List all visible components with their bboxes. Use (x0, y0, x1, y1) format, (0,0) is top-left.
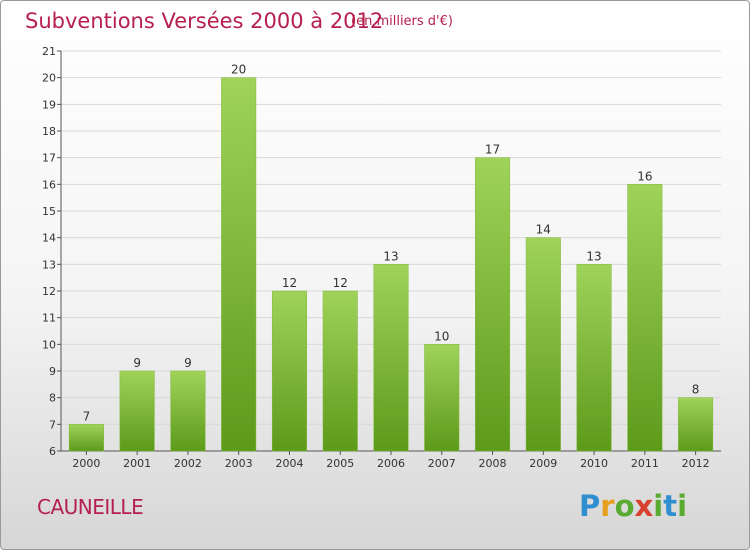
proxiti-logo: Proxiti (579, 489, 687, 523)
data-label: 20 (231, 63, 246, 77)
data-label: 8 (692, 383, 700, 397)
data-label: 10 (434, 329, 449, 343)
bar (322, 290, 358, 452)
x-tick-label: 2006 (377, 457, 405, 470)
bar (576, 264, 612, 452)
y-tick-label: 14 (42, 232, 56, 245)
y-tick-label: 16 (42, 178, 56, 191)
bar (170, 370, 206, 452)
y-tick-label: 6 (49, 445, 56, 458)
y-tick-label: 18 (42, 125, 56, 138)
chart-subtitle: (en milliers d'€) (351, 14, 453, 29)
y-tick-label: 13 (42, 258, 56, 271)
data-label: 13 (586, 249, 601, 263)
bar (68, 424, 104, 452)
data-label: 7 (83, 409, 91, 423)
y-tick-label: 11 (42, 312, 56, 325)
data-label: 14 (536, 223, 551, 237)
y-tick-label: 9 (49, 365, 56, 378)
x-tick-label: 2003 (225, 457, 253, 470)
logo-letter: t (663, 489, 678, 523)
logo-letter: i (677, 489, 688, 523)
y-tick-label: 7 (49, 418, 56, 431)
logo-letter: r (600, 489, 615, 523)
x-tick-label: 2009 (529, 457, 557, 470)
bar (525, 237, 561, 452)
chart-title: Subventions Versées 2000 à 2012 (25, 9, 384, 33)
logo-letter: i (653, 489, 664, 523)
y-tick-label: 21 (42, 45, 56, 58)
x-tick-label: 2002 (174, 457, 202, 470)
data-label: 17 (485, 143, 500, 157)
y-tick-label: 15 (42, 205, 56, 218)
bar (373, 264, 409, 452)
bar (475, 157, 511, 452)
x-tick-label: 2008 (479, 457, 507, 470)
bar (627, 184, 663, 452)
y-tick-label: 19 (42, 98, 56, 111)
x-tick-label: 2007 (428, 457, 456, 470)
bar (271, 290, 307, 452)
y-tick-label: 17 (42, 152, 56, 165)
logo-letter: o (614, 489, 635, 523)
bar (221, 77, 257, 452)
x-tick-label: 2011 (631, 457, 659, 470)
x-tick-label: 2005 (326, 457, 354, 470)
data-label: 12 (333, 276, 348, 290)
y-tick-label: 10 (42, 338, 56, 351)
data-label: 16 (637, 169, 652, 183)
data-label: 12 (282, 276, 297, 290)
bar (678, 397, 714, 452)
data-label: 13 (383, 249, 398, 263)
x-tick-label: 2001 (123, 457, 151, 470)
logo-letter: x (634, 489, 654, 523)
y-tick-label: 20 (42, 72, 56, 85)
y-tick-label: 8 (49, 392, 56, 405)
bar (119, 370, 155, 452)
data-label: 9 (184, 356, 192, 370)
y-tick-label: 12 (42, 285, 56, 298)
data-label: 9 (133, 356, 141, 370)
x-tick-label: 2012 (682, 457, 710, 470)
bar (424, 344, 460, 452)
commune-name: CAUNEILLE (37, 495, 144, 519)
logo-letter: P (579, 489, 601, 523)
x-tick-label: 2004 (275, 457, 303, 470)
x-tick-label: 2000 (72, 457, 100, 470)
x-tick-label: 2010 (580, 457, 608, 470)
